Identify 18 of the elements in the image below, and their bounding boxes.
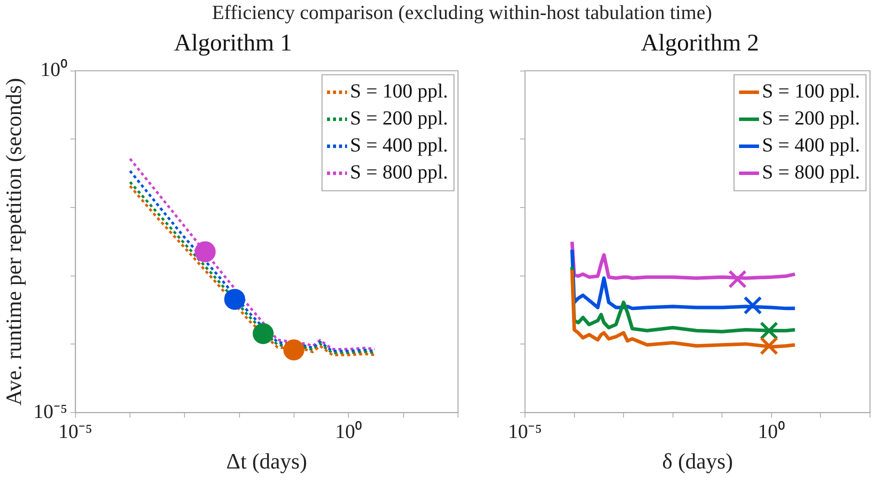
legend-label: S = 800 ppl. [350, 162, 448, 184]
legend-label: S = 100 ppl. [350, 80, 448, 103]
x-tick-label: 10⁻⁵ [508, 420, 542, 443]
legend-label: S = 200 ppl. [762, 108, 860, 130]
x-axis-title: δ (days) [662, 448, 733, 474]
chart-title: Algorithm 2 [641, 30, 759, 57]
x-axis-title: Δt (days) [226, 448, 308, 474]
x-tick-label: 10⁻⁵ [58, 420, 92, 443]
legend-label: S = 400 ppl. [350, 134, 448, 157]
y-axis-title: Ave. runtime per repetition (seconds) [0, 78, 26, 406]
text: Efficiency comparison (excluding within-host tabulation time) [210, 1, 714, 26]
legend-label: S = 800 ppl. [762, 162, 860, 184]
legend-label: S = 200 ppl. [350, 108, 448, 130]
x-tick-label: 10⁰ [758, 420, 785, 443]
legend-label: S = 100 ppl. [762, 80, 860, 103]
x-tick-label: 10⁰ [335, 420, 362, 443]
legend-label: S = 400 ppl. [762, 134, 860, 157]
chart-title: Algorithm 1 [174, 30, 292, 57]
